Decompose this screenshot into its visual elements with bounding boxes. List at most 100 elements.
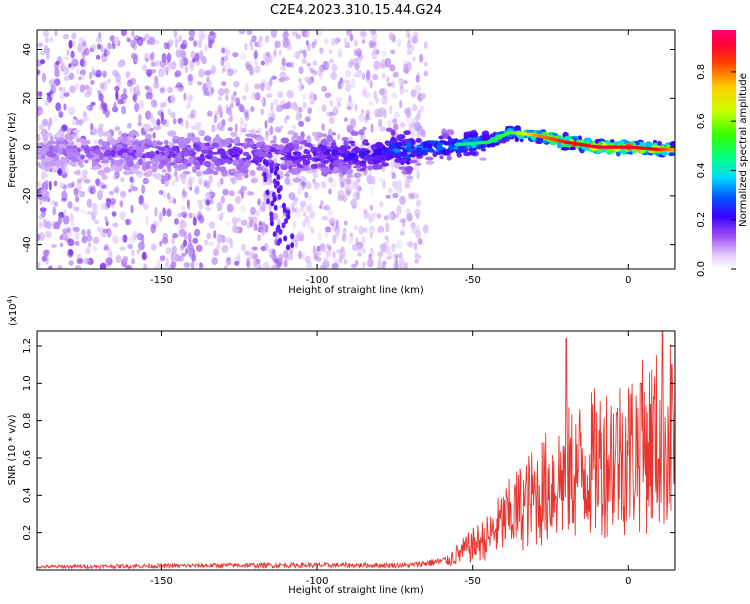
ridge-point <box>400 151 407 157</box>
noise-speck <box>62 228 69 234</box>
noise-speck <box>63 103 67 111</box>
noise-speck <box>369 247 374 253</box>
noise-speck <box>195 122 202 127</box>
noise-speck <box>328 111 336 117</box>
ridge-point <box>426 143 433 149</box>
noise-speck <box>206 87 213 97</box>
noise-speck <box>353 224 358 231</box>
noise-speck <box>334 38 339 45</box>
noise-speck <box>120 93 128 100</box>
y-tick-label: -20 <box>22 188 33 204</box>
noise-speck <box>77 178 82 184</box>
ridge-point <box>395 141 402 148</box>
noise-speck <box>355 69 362 78</box>
noise-speck <box>186 93 193 103</box>
noise-speck <box>75 206 79 212</box>
noise-speck <box>43 44 49 54</box>
noise-speck <box>44 37 49 43</box>
ridge-point <box>390 130 395 136</box>
ridge-point <box>320 138 328 146</box>
ridge-point <box>113 166 123 172</box>
noise-speck <box>282 103 290 110</box>
noise-speck <box>150 53 154 62</box>
ridge-point <box>360 167 366 172</box>
ridge-point <box>176 155 182 159</box>
noise-speck <box>60 197 68 202</box>
ridge-point <box>255 130 260 134</box>
noise-speck <box>337 133 341 140</box>
noise-speck <box>50 93 54 99</box>
x-tick-label: -50 <box>465 275 481 286</box>
noise-speck <box>166 208 172 217</box>
noise-speck <box>185 119 189 130</box>
noise-speck <box>130 39 136 48</box>
ridge-point <box>352 165 362 169</box>
noise-speck <box>98 187 104 195</box>
noise-speck <box>244 82 249 93</box>
noise-speck <box>113 36 120 46</box>
noise-speck <box>128 188 132 193</box>
ridge-point <box>137 158 143 166</box>
noise-speck <box>102 70 107 78</box>
noise-speck <box>130 52 138 60</box>
noise-speck <box>97 127 104 137</box>
y-tick-label: 0.6 <box>22 450 33 466</box>
noise-speck <box>244 42 248 51</box>
noise-speck <box>235 195 241 205</box>
noise-speck <box>78 36 86 45</box>
noise-speck <box>191 252 197 263</box>
noise-speck <box>370 41 377 49</box>
ridge-point <box>445 129 455 136</box>
ridge-point <box>220 166 227 173</box>
noise-speck <box>67 106 75 116</box>
ridge-point <box>196 170 202 177</box>
ridge-point <box>73 170 82 175</box>
noise-speck <box>312 69 318 76</box>
noise-speck <box>198 177 203 185</box>
noise-speck <box>58 110 63 117</box>
noise-speck <box>205 191 212 199</box>
noise-speck <box>242 95 247 101</box>
noise-speck <box>144 85 150 90</box>
noise-speck <box>86 104 90 110</box>
noise-speck <box>254 83 261 90</box>
noise-speck <box>312 60 318 66</box>
noise-speck <box>416 130 422 138</box>
noise-speck <box>132 95 136 101</box>
noise-speck <box>347 235 354 244</box>
noise-speck <box>304 215 309 224</box>
noise-speck <box>154 265 161 269</box>
noise-speck <box>300 200 307 208</box>
noise-speck <box>386 76 390 83</box>
noise-speck <box>258 220 263 227</box>
noise-speck <box>63 75 71 82</box>
noise-speck <box>340 248 346 258</box>
noise-speck <box>307 107 313 115</box>
ridge-point <box>223 159 230 163</box>
noise-speck <box>226 236 233 244</box>
noise-speck <box>278 49 282 56</box>
noise-speck <box>307 196 312 201</box>
ridge-point <box>380 154 388 161</box>
ridge-point <box>233 139 239 143</box>
noise-speck <box>90 44 97 52</box>
noise-speck <box>405 30 410 39</box>
noise-speck <box>81 40 87 47</box>
noise-speck <box>345 70 352 78</box>
noise-speck <box>269 108 275 118</box>
noise-speck <box>170 252 175 262</box>
noise-speck <box>403 79 408 85</box>
ridge-point <box>257 163 262 167</box>
noise-speck <box>69 85 76 94</box>
noise-speck <box>413 37 418 45</box>
ridge-point <box>632 148 638 153</box>
noise-speck <box>234 260 240 266</box>
noise-speck <box>149 92 153 100</box>
noise-speck <box>91 184 97 195</box>
noise-speck <box>244 250 250 256</box>
noise-speck <box>288 251 293 261</box>
noise-speck <box>72 226 80 232</box>
noise-speck <box>188 177 193 186</box>
ridge-point <box>37 136 41 142</box>
